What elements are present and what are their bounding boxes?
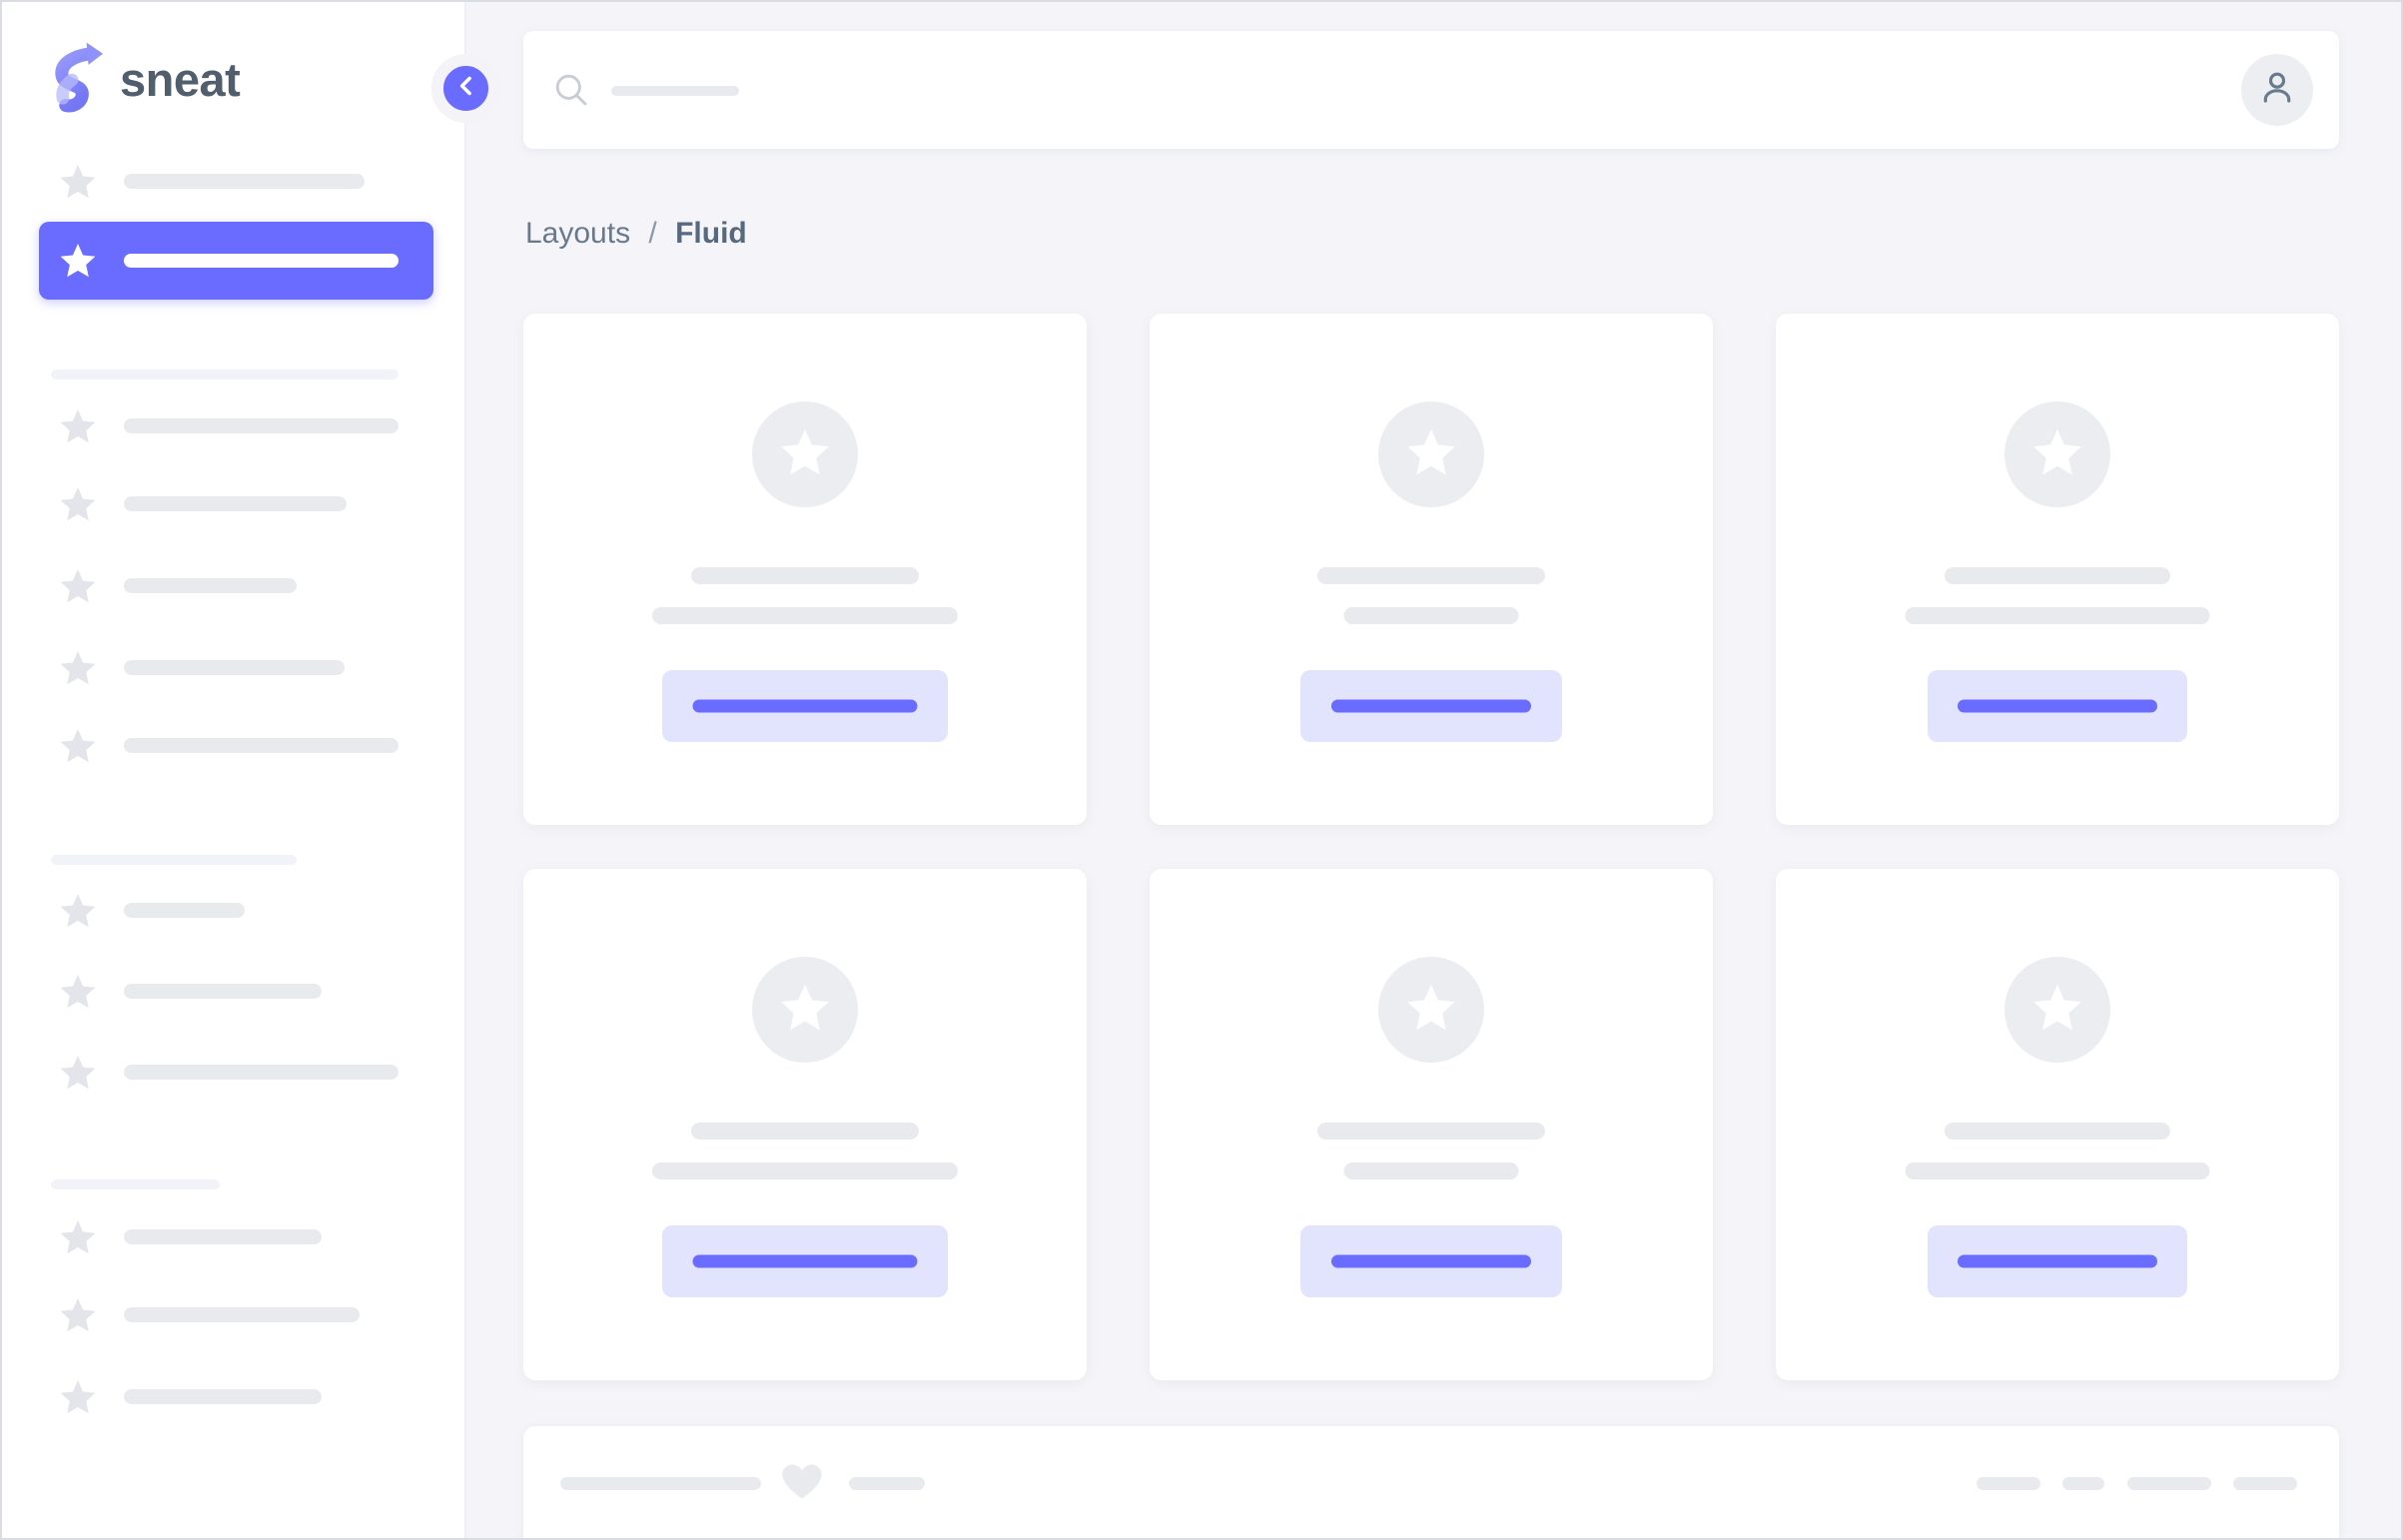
card-button-placeholder[interactable] (1300, 1225, 1562, 1297)
card-avatar (1378, 957, 1484, 1063)
sidebar-item-label-bar[interactable] (124, 903, 245, 918)
star-icon[interactable] (59, 163, 97, 201)
user-avatar-button[interactable] (2241, 54, 2313, 126)
sidebar-item-label-bar[interactable] (124, 418, 399, 433)
footer-card (523, 1426, 2339, 1538)
search-icon (553, 72, 589, 108)
star-icon[interactable] (59, 567, 97, 605)
brand-name: sneat (120, 53, 241, 106)
brand[interactable]: sneat (46, 40, 241, 119)
card-title-bar (1945, 1123, 2170, 1140)
card-title-bar (691, 1123, 919, 1140)
sidebar-item-label-bar[interactable] (124, 1389, 322, 1404)
card-avatar (2004, 957, 2110, 1063)
sneat-logo-icon (46, 40, 104, 119)
breadcrumb: Layouts / Fluid (525, 216, 747, 252)
star-icon[interactable] (59, 1296, 97, 1334)
card-button-placeholder[interactable] (1928, 670, 2187, 742)
menu-section-divider (51, 1179, 220, 1189)
card-title-bar (1317, 1123, 1545, 1140)
footer-link-bar[interactable] (2062, 1477, 2104, 1490)
sidebar-item-label-bar[interactable] (124, 254, 399, 268)
sidebar-item-label-bar[interactable] (124, 1229, 322, 1244)
card-button-placeholder[interactable] (1928, 1225, 2187, 1297)
card-avatar (752, 401, 858, 507)
chevron-left-icon (451, 71, 481, 106)
skeleton-card (523, 869, 1087, 1380)
skeleton-card (1150, 314, 1713, 825)
card-button-label-bar (1958, 1254, 2157, 1268)
star-icon (1405, 426, 1457, 483)
star-icon (2031, 982, 2083, 1039)
skeleton-card (1776, 314, 2339, 825)
card-button-label-bar (692, 1254, 918, 1268)
card-title-bar (1317, 567, 1545, 584)
card-subtitle-bar (652, 1162, 958, 1179)
sidebar-item-label-bar[interactable] (124, 660, 345, 675)
star-icon (2031, 426, 2083, 483)
footer-link-bar[interactable] (1977, 1477, 2040, 1490)
card-subtitle-bar (1343, 607, 1519, 624)
card-avatar (2004, 401, 2110, 507)
card-subtitle-bar (1343, 1162, 1519, 1179)
star-icon[interactable] (59, 649, 97, 687)
sidebar-item-label-bar[interactable] (124, 1307, 360, 1322)
skeleton-card (1776, 869, 2339, 1380)
card-button-placeholder[interactable] (662, 670, 948, 742)
sidebar-item-label-bar[interactable] (124, 496, 347, 511)
navbar (523, 31, 2339, 149)
card-subtitle-bar (1905, 607, 2210, 624)
star-icon[interactable] (59, 892, 97, 930)
sidebar-item-label-bar[interactable] (124, 738, 399, 753)
card-avatar (1378, 401, 1484, 507)
sidebar: sneat (2, 2, 466, 1538)
card-button-placeholder[interactable] (1300, 670, 1562, 742)
sidebar-collapse-toggle[interactable] (431, 54, 500, 123)
person-icon (2258, 69, 2296, 112)
sidebar-item-label-bar[interactable] (124, 984, 322, 999)
search-placeholder-bar (611, 86, 739, 96)
breadcrumb-link-layouts[interactable]: Layouts (525, 217, 631, 250)
card-button-label-bar (692, 699, 918, 713)
breadcrumb-separator: / (648, 217, 657, 250)
heart-icon (781, 1463, 823, 1501)
star-icon (779, 982, 831, 1039)
star-icon[interactable] (59, 1218, 97, 1256)
menu-section-divider (51, 370, 399, 380)
star-icon[interactable] (59, 1054, 97, 1092)
card-subtitle-bar (652, 607, 958, 624)
footer-link-bar[interactable] (2233, 1477, 2297, 1490)
card-title-bar (1945, 567, 2170, 584)
card-button-placeholder[interactable] (662, 1225, 948, 1297)
sidebar-item-label-bar[interactable] (124, 174, 365, 189)
skeleton-card (523, 314, 1087, 825)
star-icon[interactable] (59, 727, 97, 765)
sidebar-item-label-bar[interactable] (124, 578, 297, 593)
card-button-label-bar (1958, 699, 2157, 713)
menu-section-divider (51, 855, 297, 865)
footer-text-bar (560, 1477, 761, 1490)
footer-text-bar (849, 1477, 925, 1490)
star-icon[interactable] (59, 973, 97, 1011)
card-button-label-bar (1331, 699, 1531, 713)
star-icon[interactable] (59, 1378, 97, 1416)
footer-link-bar[interactable] (2127, 1477, 2211, 1490)
card-title-bar (691, 567, 919, 584)
star-icon[interactable] (59, 485, 97, 523)
search-input[interactable] (523, 31, 1422, 149)
card-button-label-bar (1331, 1254, 1531, 1268)
card-subtitle-bar (1905, 1162, 2210, 1179)
skeleton-card (1150, 869, 1713, 1380)
breadcrumb-current: Fluid (675, 217, 747, 250)
star-icon (1405, 982, 1457, 1039)
star-icon (779, 426, 831, 483)
star-icon[interactable] (59, 407, 97, 445)
sidebar-item-label-bar[interactable] (124, 1065, 399, 1080)
star-icon[interactable] (59, 242, 97, 280)
card-avatar (752, 957, 858, 1063)
